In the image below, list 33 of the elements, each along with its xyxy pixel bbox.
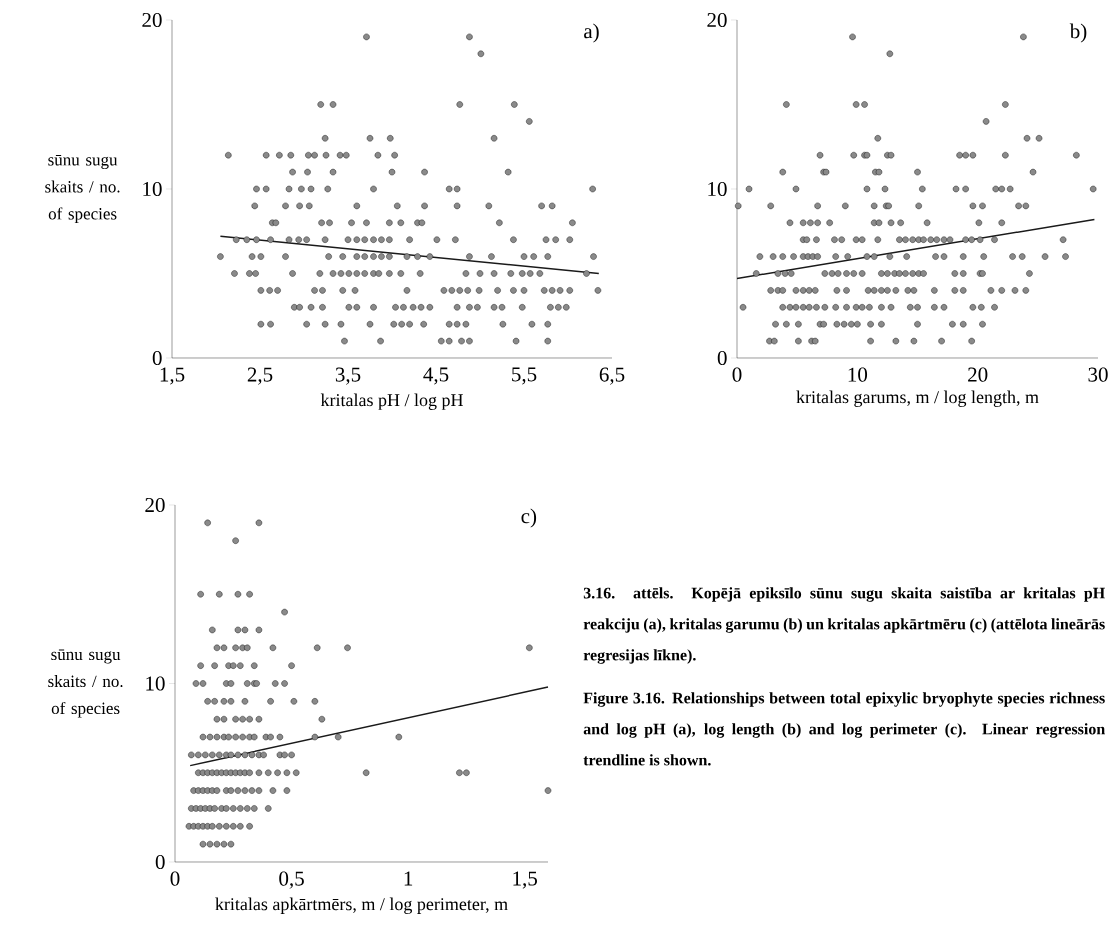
x-tick-label: 5,5	[512, 367, 537, 385]
x-tick-label: 0,5	[279, 871, 304, 889]
x-tick-label: 1,5	[160, 367, 185, 385]
y-tick-label: 20	[142, 12, 162, 28]
annotation: b)	[1069, 23, 1087, 43]
caption: Figure 3.16. Relationships between total epixylic bryophyte species richness and log pH (a), log length (b) and log perimeter (c). Linear regression trendline is shown.	[583, 692, 1105, 766]
y-tick-label: 20	[707, 12, 727, 28]
x-axis-title: kritalas garums, m / log length, m	[796, 390, 1039, 407]
x-tick-label: 20	[968, 367, 988, 382]
x-tick-label: 1	[404, 871, 413, 886]
x-axis-title: kritalas pH / log pH	[320, 393, 463, 410]
x-tick-label: 0	[732, 367, 742, 382]
x-tick-label: 4,5	[423, 367, 449, 385]
y-axis-title: sūnu sugu skaits / no. of species	[48, 649, 123, 718]
y-tick-label: 20	[145, 497, 165, 513]
x-tick-label: 3,5	[335, 367, 361, 385]
y-tick-label: 0	[717, 350, 727, 366]
x-tick-label: 10	[848, 367, 868, 382]
x-tick-label: 6,5	[599, 367, 625, 385]
text: 3.16. attēls. Kopējā epiksīlo sūnu sugu skaita saistība ar kritalas pH reakciju (a), kritalas garumu (b) un kritalas apkārtmēru (c) (attēlota lineārās regresijas līkne).	[583, 587, 1105, 664]
x-tick-label: 0	[170, 871, 180, 886]
y-tick-label: 10	[143, 181, 162, 197]
y-axis-title: sūnu sugu skaits / no. of species	[45, 154, 120, 223]
x-tick-label: 1,5	[513, 871, 537, 889]
y-tick-label: 10	[146, 676, 165, 691]
y-tick-label: 0	[155, 854, 165, 870]
y-tick-label: 10	[708, 181, 727, 197]
annotation: c)	[521, 508, 537, 528]
x-tick-label: 2,5	[247, 367, 273, 385]
y-tick-label: 0	[152, 350, 162, 366]
annotation: a)	[584, 23, 599, 43]
x-tick-label: 30	[1088, 367, 1108, 382]
x-axis-title: kritalas apkārtmērs, m / log perimeter, m	[215, 897, 508, 914]
